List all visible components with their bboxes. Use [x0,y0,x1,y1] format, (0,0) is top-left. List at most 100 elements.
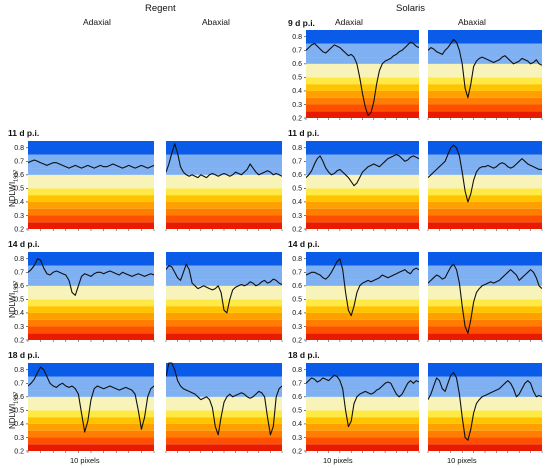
y-tick-label-solaris-adaxial-18-d-p-i-: 0.6 [292,394,302,401]
band-solaris-abaxial-11-d-p-i--1 [428,215,542,223]
y-tick-label-regent-adaxial-14-d-p-i-: 0.3 [14,324,24,331]
y-tick-label-solaris-adaxial-14-d-p-i-: 0.8 [292,256,302,263]
band-regent-abaxial-11-d-p-i--8 [166,168,282,175]
band-regent-adaxial-18-d-p-i--3 [28,423,154,431]
band-regent-abaxial-14-d-p-i--6 [166,292,282,300]
band-solaris-adaxial-18-d-p-i--9 [306,376,419,391]
y-tick-label-solaris-adaxial-18-d-p-i-: 0.8 [292,367,302,374]
band-solaris-abaxial-14-d-p-i--1 [428,326,542,334]
band-solaris-abaxial-18-d-p-i--10 [428,363,542,377]
band-solaris-adaxial-14-d-p-i--8 [306,279,419,286]
time-label-18dpi-regent: 18 d p.i. [8,350,40,360]
series-line-solaris-adaxial-9-d-p-i- [306,41,419,116]
band-solaris-abaxial-9-d-p-i--7 [428,63,542,71]
band-regent-adaxial-14-d-p-i--7 [28,285,154,293]
band-solaris-abaxial-9-d-p-i--5 [428,77,542,85]
band-regent-adaxial-18-d-p-i--6 [28,403,154,411]
series-line-regent-adaxial-11-d-p-i- [28,159,154,169]
band-solaris-abaxial-11-d-p-i--5 [428,188,542,196]
band-solaris-abaxial-9-d-p-i--1 [428,104,542,112]
band-solaris-adaxial-9-d-p-i--6 [306,70,419,78]
band-solaris-abaxial-18-d-p-i--1 [428,437,542,445]
band-regent-abaxial-11-d-p-i--10 [166,141,282,155]
y-tick-label-solaris-adaxial-11-d-p-i-: 0.3 [292,213,302,220]
series-line-regent-adaxial-18-d-p-i- [28,366,154,433]
band-regent-abaxial-18-d-p-i--9 [166,376,282,391]
band-solaris-abaxial-9-d-p-i--9 [428,43,542,58]
y-tick-label-regent-adaxial-14-d-p-i-: 0.8 [14,256,24,263]
band-solaris-adaxial-9-d-p-i--0 [306,111,419,118]
band-solaris-abaxial-11-d-p-i--2 [428,208,542,216]
band-solaris-abaxial-14-d-p-i--3 [428,312,542,320]
y-tick-label-regent-adaxial-18-d-p-i-: 0.5 [14,408,24,415]
band-solaris-adaxial-9-d-p-i--9 [306,43,419,58]
y-tick-label-regent-adaxial-14-d-p-i-: 0.4 [14,310,24,317]
cultivar-header-solaris: Solaris [396,3,426,14]
band-solaris-abaxial-14-d-p-i--8 [428,279,542,286]
band-regent-adaxial-18-d-p-i--1 [28,437,154,445]
y-tick-label-solaris-adaxial-11-d-p-i-: 0.8 [292,145,302,152]
y-tick-label-solaris-adaxial-18-d-p-i-: 0.5 [292,408,302,415]
band-regent-abaxial-14-d-p-i--5 [166,299,282,307]
band-solaris-adaxial-14-d-p-i--10 [306,252,419,266]
cultivar-header-regent: Regent [145,3,176,14]
band-solaris-adaxial-18-d-p-i--7 [306,396,419,404]
y-tick-label-solaris-adaxial-9-d-p-i-: 0.3 [292,102,302,109]
band-solaris-adaxial-9-d-p-i--10 [306,30,419,44]
band-regent-abaxial-11-d-p-i--5 [166,188,282,196]
band-regent-adaxial-11-d-p-i--8 [28,168,154,175]
band-regent-abaxial-11-d-p-i--0 [166,222,282,229]
band-regent-abaxial-18-d-p-i--7 [166,396,282,404]
band-regent-adaxial-14-d-p-i--8 [28,279,154,286]
band-regent-adaxial-11-d-p-i--3 [28,201,154,209]
band-solaris-abaxial-18-d-p-i--2 [428,430,542,438]
series-line-regent-abaxial-14-d-p-i- [166,263,282,314]
band-regent-abaxial-14-d-p-i--1 [166,326,282,334]
band-regent-adaxial-11-d-p-i--7 [28,174,154,182]
y-tick-label-regent-adaxial-18-d-p-i-: 0.6 [14,394,24,401]
y-tick-label-solaris-adaxial-9-d-p-i-: 0.2 [292,115,302,122]
y-tick-label-solaris-adaxial-11-d-p-i-: 0.4 [292,199,302,206]
band-solaris-abaxial-14-d-p-i--6 [428,292,542,300]
band-solaris-adaxial-14-d-p-i--2 [306,319,419,327]
y-tick-label-solaris-adaxial-14-d-p-i-: 0.5 [292,297,302,304]
y-tick-label-regent-adaxial-11-d-p-i-: 0.4 [14,199,24,206]
band-solaris-abaxial-18-d-p-i--3 [428,423,542,431]
side-header-solaris-adaxial: Adaxial [335,17,363,27]
band-regent-adaxial-11-d-p-i--10 [28,141,154,155]
band-regent-abaxial-18-d-p-i--4 [166,417,282,424]
band-solaris-adaxial-11-d-p-i--4 [306,195,419,202]
y-tick-label-regent-adaxial-18-d-p-i-: 0.7 [14,381,24,388]
band-solaris-adaxial-14-d-p-i--5 [306,299,419,307]
y-tick-label-regent-adaxial-14-d-p-i-: 0.2 [14,337,24,344]
band-solaris-adaxial-11-d-p-i--3 [306,201,419,209]
y-tick-label-solaris-adaxial-9-d-p-i-: 0.8 [292,34,302,41]
y-tick-label-regent-adaxial-11-d-p-i-: 0.5 [14,186,24,193]
band-solaris-adaxial-11-d-p-i--5 [306,188,419,196]
band-regent-abaxial-14-d-p-i--10 [166,252,282,266]
band-regent-abaxial-11-d-p-i--1 [166,215,282,223]
band-regent-adaxial-14-d-p-i--3 [28,312,154,320]
band-solaris-abaxial-14-d-p-i--4 [428,306,542,313]
y-tick-label-regent-adaxial-11-d-p-i-: 0.2 [14,226,24,233]
series-line-regent-abaxial-11-d-p-i- [166,143,282,179]
band-regent-adaxial-18-d-p-i--5 [28,410,154,418]
time-label-11dpi-solaris: 11 d p.i. [288,128,320,138]
y-tick-label-solaris-adaxial-18-d-p-i-: 0.4 [292,421,302,428]
band-solaris-adaxial-14-d-p-i--1 [306,326,419,334]
band-solaris-adaxial-14-d-p-i--6 [306,292,419,300]
band-solaris-adaxial-9-d-p-i--4 [306,84,419,91]
y-tick-label-solaris-adaxial-18-d-p-i-: 0.3 [292,435,302,442]
band-solaris-adaxial-11-d-p-i--9 [306,154,419,169]
band-solaris-adaxial-11-d-p-i--2 [306,208,419,216]
band-solaris-adaxial-18-d-p-i--8 [306,390,419,397]
band-regent-abaxial-14-d-p-i--0 [166,333,282,340]
band-solaris-abaxial-11-d-p-i--9 [428,154,542,169]
band-solaris-abaxial-11-d-p-i--0 [428,222,542,229]
band-solaris-abaxial-9-d-p-i--4 [428,84,542,91]
band-regent-abaxial-11-d-p-i--2 [166,208,282,216]
band-regent-abaxial-18-d-p-i--6 [166,403,282,411]
series-line-solaris-adaxial-18-d-p-i- [306,374,419,428]
band-regent-abaxial-18-d-p-i--8 [166,390,282,397]
